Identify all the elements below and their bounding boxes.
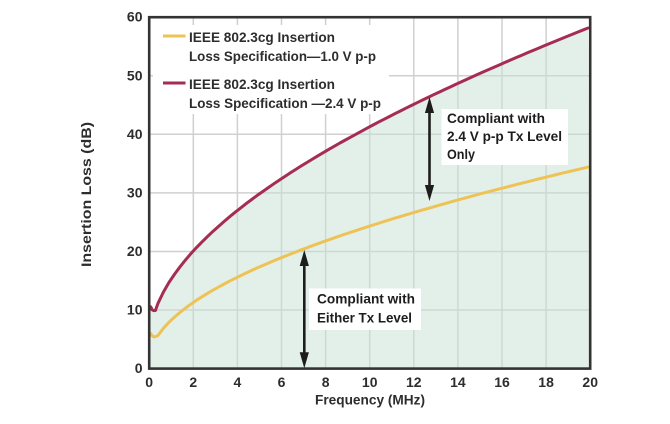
svg-text:Only: Only — [447, 146, 475, 162]
svg-text:Frequency (MHz): Frequency (MHz) — [315, 392, 425, 408]
svg-text:50: 50 — [127, 67, 143, 83]
svg-text:60: 60 — [127, 9, 143, 25]
svg-text:30: 30 — [127, 184, 143, 200]
svg-text:Loss Specification—1.0 V p-p: Loss Specification—1.0 V p-p — [189, 48, 376, 64]
svg-text:10: 10 — [362, 374, 378, 390]
svg-text:Compliant with: Compliant with — [317, 291, 415, 307]
svg-text:14: 14 — [450, 374, 466, 390]
svg-text:2.4 V p-p Tx Level: 2.4 V p-p Tx Level — [447, 128, 562, 144]
svg-text:Either Tx Level: Either Tx Level — [317, 310, 412, 326]
svg-text:20: 20 — [582, 374, 598, 390]
svg-text:0: 0 — [145, 374, 153, 390]
svg-text:IEEE 802.3cg Insertion: IEEE 802.3cg Insertion — [189, 29, 335, 45]
svg-text:0: 0 — [135, 360, 143, 376]
svg-text:Compliant with: Compliant with — [447, 110, 545, 126]
svg-text:16: 16 — [494, 374, 510, 390]
svg-text:12: 12 — [406, 374, 422, 390]
svg-text:4: 4 — [234, 374, 242, 390]
svg-text:10: 10 — [127, 302, 143, 318]
svg-text:Loss Specification —2.4 V p-p: Loss Specification —2.4 V p-p — [189, 95, 381, 111]
svg-text:IEEE 802.3cg Insertion: IEEE 802.3cg Insertion — [189, 76, 335, 92]
svg-text:20: 20 — [127, 243, 143, 259]
svg-text:8: 8 — [322, 374, 330, 390]
svg-text:6: 6 — [278, 374, 286, 390]
svg-text:2: 2 — [189, 374, 197, 390]
svg-text:40: 40 — [127, 126, 143, 142]
svg-text:Insertion Loss (dB): Insertion Loss (dB) — [78, 122, 94, 267]
svg-text:18: 18 — [538, 374, 554, 390]
